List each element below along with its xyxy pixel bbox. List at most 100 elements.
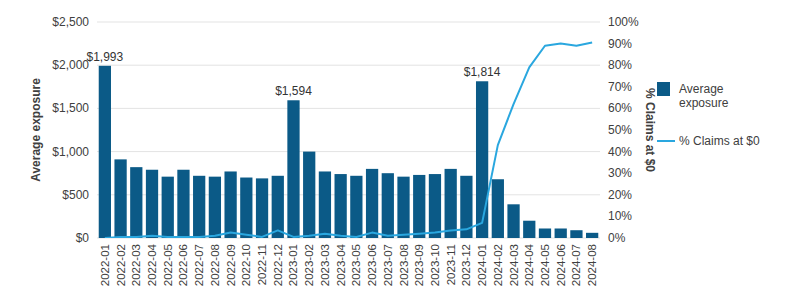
y2-tick <box>600 22 603 23</box>
x-tick-label: 2023-11 <box>445 244 457 285</box>
x-tick-label: 2022-02 <box>115 244 127 286</box>
x-tick-label: 2023-03 <box>319 244 331 286</box>
x-tick-label: 2022-01 <box>99 244 111 286</box>
bar <box>492 179 504 238</box>
y2-tick-label: 0% <box>608 231 626 245</box>
x-tick-label: 2022-03 <box>130 244 142 286</box>
bar <box>539 228 551 238</box>
bar <box>162 177 174 238</box>
y2-axis-title: % Claims at $0 <box>643 88 657 172</box>
bar <box>224 171 236 238</box>
grid-line <box>97 22 600 23</box>
y2-tick-label: 30% <box>608 166 632 180</box>
bar <box>445 169 457 238</box>
x-tick-label: 2024-07 <box>570 244 582 286</box>
bar <box>429 174 441 238</box>
y2-tick-label: 90% <box>608 37 632 51</box>
bar <box>303 152 315 238</box>
bar <box>193 176 205 238</box>
data-label: $1,993 <box>87 50 124 64</box>
y2-tick-label: 40% <box>608 145 632 159</box>
bar <box>209 177 221 238</box>
chart: $0 $500 $1,000 $1,500 $2,000 $2,500 0% 10% 20% 30… <box>0 0 800 306</box>
bar <box>114 159 126 238</box>
x-tick-label: 2024-06 <box>555 244 567 286</box>
x-tick-label: 2022-11 <box>256 244 268 285</box>
bar <box>507 204 519 238</box>
bar <box>350 176 362 238</box>
y-tick-label: $500 <box>62 188 89 202</box>
bar <box>555 228 567 238</box>
bar <box>586 233 598 238</box>
bar <box>256 178 268 238</box>
y-tick-label: $2,000 <box>52 58 89 72</box>
legend-label: Averageexposure <box>679 82 729 110</box>
x-tick-label: 2023-12 <box>460 244 472 286</box>
data-label: $1,814 <box>464 65 501 79</box>
y-axis-title: Average exposure <box>29 78 43 182</box>
y2-tick <box>600 86 603 87</box>
bar <box>413 175 425 238</box>
bar <box>523 221 535 238</box>
x-tick-label: 2022-12 <box>272 244 284 286</box>
x-tick-label: 2022-10 <box>240 244 252 286</box>
y2-tick <box>600 65 603 66</box>
y2-tick-label: 20% <box>608 188 632 202</box>
bar <box>99 66 111 238</box>
bar <box>130 167 142 238</box>
x-tick-label: 2024-05 <box>539 244 551 286</box>
bar <box>272 176 284 238</box>
y2-tick <box>600 216 603 217</box>
bar <box>319 171 331 238</box>
legend-swatch <box>657 82 670 96</box>
plot-area <box>99 43 599 238</box>
y2-tick <box>600 108 603 109</box>
x-tick-label: 2023-02 <box>303 244 315 286</box>
legend-label: % Claims at $0 <box>679 134 760 148</box>
y2-tick-label: 100% <box>608 15 639 29</box>
x-tick-label: 2024-01 <box>476 244 488 286</box>
x-tick-label: 2023-08 <box>398 244 410 286</box>
bar <box>335 174 347 238</box>
x-tick-label: 2022-04 <box>146 243 158 286</box>
y-tick-label: $1,500 <box>52 101 89 115</box>
x-tick-label: 2024-03 <box>508 244 520 286</box>
y2-tick <box>600 130 603 131</box>
y2-tick <box>600 43 603 44</box>
y-tick-label: $0 <box>76 231 90 245</box>
x-tick-label: 2022-09 <box>225 244 237 286</box>
y2-tick-label: 50% <box>608 123 632 137</box>
data-labels: $1,993$1,594$1,814 <box>87 50 501 98</box>
x-tick-label: 2023-05 <box>350 244 362 286</box>
y2-tick <box>600 194 603 195</box>
y-tick-label: $2,500 <box>52 15 89 29</box>
bar <box>146 170 158 238</box>
y2-tick <box>600 173 603 174</box>
grid-line <box>97 65 600 66</box>
grid-line <box>97 151 600 152</box>
x-tick-label: 2024-04 <box>523 243 535 286</box>
line <box>105 43 592 238</box>
y2-tick-label: 70% <box>608 80 632 94</box>
legend-label-line: Average <box>679 82 724 96</box>
x-tick-label: 2022-07 <box>193 244 205 286</box>
x-tick-label: 2022-06 <box>177 244 189 286</box>
x-tick-label: 2023-10 <box>429 244 441 286</box>
legend-swatch <box>657 140 675 142</box>
bar <box>570 230 582 238</box>
x-tick-label: 2024-02 <box>492 244 504 286</box>
y2-tick-label: 80% <box>608 58 632 72</box>
y2-tick <box>600 238 603 239</box>
y2-tick-label: 60% <box>608 101 632 115</box>
x-tick-label: 2023-04 <box>335 243 347 286</box>
y2-tick <box>600 151 603 152</box>
legend-label-line: exposure <box>679 96 729 110</box>
y2-tick-label: 10% <box>608 209 632 223</box>
x-tick-label: 2024-08 <box>586 244 598 286</box>
x-tick-label: 2023-09 <box>413 244 425 286</box>
bar <box>382 173 394 238</box>
bar <box>287 100 299 238</box>
y-tick-label: $1,000 <box>52 145 89 159</box>
bar <box>366 169 378 238</box>
x-tick-label: 2023-07 <box>382 244 394 286</box>
